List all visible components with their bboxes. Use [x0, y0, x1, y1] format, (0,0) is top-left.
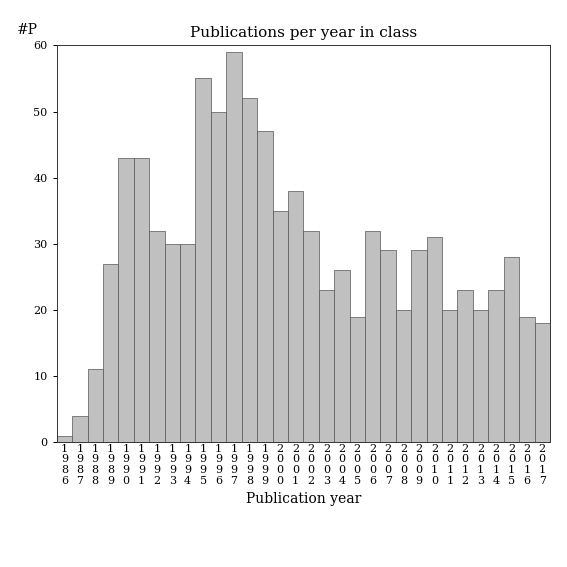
Bar [535, 323, 550, 442]
Bar [180, 244, 196, 442]
Bar [57, 435, 72, 442]
Bar [196, 78, 211, 442]
Bar [458, 290, 473, 442]
Bar [226, 52, 242, 442]
Bar [303, 231, 319, 442]
Bar [119, 158, 134, 442]
Title: Publications per year in class: Publications per year in class [190, 26, 417, 40]
Bar [242, 98, 257, 442]
Text: #P: #P [17, 23, 38, 37]
Bar [411, 251, 426, 442]
Bar [488, 290, 503, 442]
Bar [164, 244, 180, 442]
Bar [396, 310, 411, 442]
X-axis label: Publication year: Publication year [246, 492, 361, 506]
Bar [503, 257, 519, 442]
Bar [380, 251, 396, 442]
Bar [426, 237, 442, 442]
Bar [257, 132, 273, 442]
Bar [473, 310, 488, 442]
Bar [334, 270, 350, 442]
Bar [288, 191, 303, 442]
Bar [103, 264, 119, 442]
Bar [211, 112, 226, 442]
Bar [72, 416, 87, 442]
Bar [273, 211, 288, 442]
Bar [350, 316, 365, 442]
Bar [442, 310, 458, 442]
Bar [519, 316, 535, 442]
Bar [365, 231, 380, 442]
Bar [149, 231, 164, 442]
Bar [134, 158, 149, 442]
Bar [319, 290, 334, 442]
Bar [87, 370, 103, 442]
